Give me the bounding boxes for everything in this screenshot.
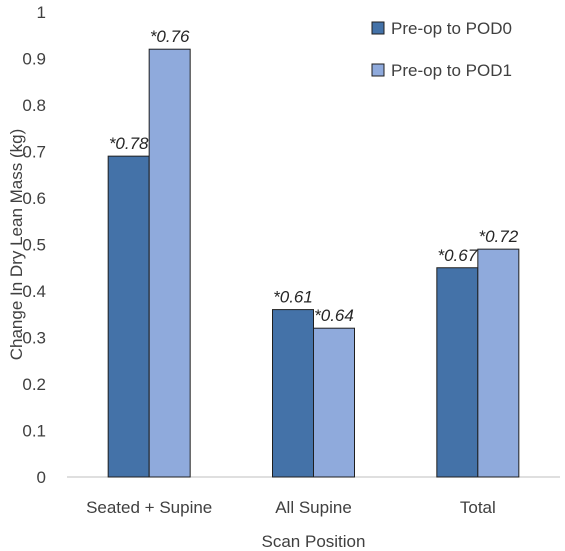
bar-pod0: [436, 267, 479, 478]
data-label: *0.72: [478, 227, 518, 246]
y-tick-label: 0.1: [22, 422, 46, 441]
y-tick-label: 0.5: [22, 236, 46, 255]
bar-pod1: [477, 248, 520, 478]
y-tick-label: 1: [37, 3, 46, 22]
legend: Pre-op to POD0 Pre-op to POD1: [371, 19, 512, 80]
y-tick-label: 0.3: [22, 329, 46, 348]
bars: [107, 48, 520, 478]
y-tick-label: 0.9: [22, 50, 46, 69]
x-tick-label: Seated + Supine: [86, 498, 212, 517]
data-labels: *0.78 *0.76 *0.61*0.64 *0.67*0.72: [109, 27, 519, 325]
x-axis-title: Scan Position: [262, 532, 366, 551]
data-label: *0.78: [109, 134, 149, 153]
y-axis-ticks: 0 0.1 0.2 0.3 0.4 0.5 0.6 0.7 0.8 0.9 1: [22, 3, 46, 487]
legend-swatch: [371, 21, 385, 35]
data-label: *0.67: [437, 246, 477, 265]
y-tick-label: 0.6: [22, 189, 46, 208]
bar-pod0: [272, 309, 314, 478]
y-tick-label: 0.4: [22, 282, 46, 301]
y-axis-title: Change In Dry Lean Mass (kg): [7, 129, 26, 361]
legend-swatch: [371, 63, 385, 77]
legend-label: Pre-op to POD0: [391, 19, 512, 38]
bar-pod0: [107, 155, 150, 478]
y-tick-label: 0.7: [22, 143, 46, 162]
y-tick-label: 0: [37, 468, 46, 487]
y-tick-label: 0.8: [22, 96, 46, 115]
bar-pod1: [148, 48, 191, 478]
data-label: *0.64: [314, 306, 354, 325]
data-label: *0.76: [150, 27, 190, 46]
x-tick-label: All Supine: [275, 498, 352, 517]
bar-pod1: [313, 327, 355, 478]
x-tick-label: Total: [460, 498, 496, 517]
y-tick-label: 0.2: [22, 375, 46, 394]
data-label: *0.61: [273, 288, 313, 307]
legend-label: Pre-op to POD1: [391, 61, 512, 80]
x-axis-ticks: Seated + Supine All Supine Total: [86, 498, 496, 517]
